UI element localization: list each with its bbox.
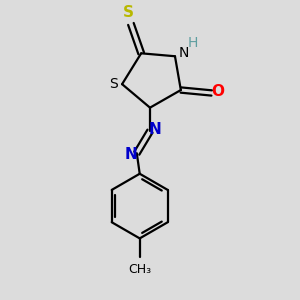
Text: S: S: [110, 77, 118, 91]
Text: H: H: [188, 36, 198, 50]
Text: N: N: [149, 122, 162, 137]
Text: N: N: [178, 46, 189, 60]
Text: S: S: [123, 4, 134, 20]
Text: CH₃: CH₃: [128, 263, 151, 276]
Text: O: O: [212, 84, 225, 99]
Text: N: N: [125, 147, 138, 162]
